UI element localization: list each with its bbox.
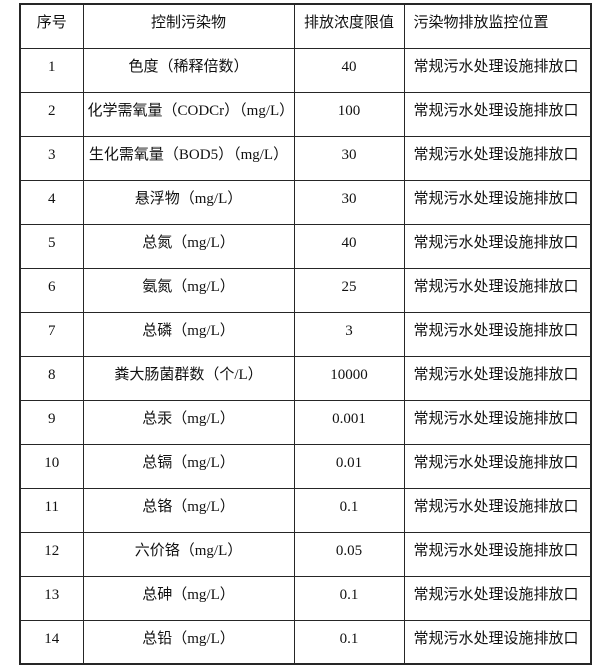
pollutant-limits-table: 序号 控制污染物 排放浓度限值 污染物排放监控位置 1 色度（稀释倍数） 40 … bbox=[19, 3, 592, 665]
cell-limit-value: 0.1 bbox=[293, 575, 405, 621]
table-row: 8 粪大肠菌群数（个/L） 10000 常规污水处理设施排放口 bbox=[19, 355, 592, 401]
cell-pollutant-name: 色度（稀释倍数） bbox=[82, 47, 295, 93]
cell-limit-value: 40 bbox=[293, 223, 405, 269]
header-discharge-limit: 排放浓度限值 bbox=[293, 3, 405, 49]
cell-pollutant-name: 总磷（mg/L） bbox=[82, 311, 295, 357]
table-row: 1 色度（稀释倍数） 40 常规污水处理设施排放口 bbox=[19, 47, 592, 93]
cell-serial-number: 5 bbox=[19, 223, 84, 269]
header-controlled-pollutant: 控制污染物 bbox=[82, 3, 295, 49]
cell-serial-number: 12 bbox=[19, 531, 84, 577]
table-row: 5 总氮（mg/L） 40 常规污水处理设施排放口 bbox=[19, 223, 592, 269]
cell-monitoring-location: 常规污水处理设施排放口 bbox=[403, 91, 592, 137]
cell-pollutant-name: 总汞（mg/L） bbox=[82, 399, 295, 445]
cell-limit-value: 100 bbox=[293, 91, 405, 137]
cell-limit-value: 25 bbox=[293, 267, 405, 313]
cell-limit-value: 0.1 bbox=[293, 619, 405, 665]
cell-pollutant-name: 总镉（mg/L） bbox=[82, 443, 295, 489]
cell-pollutant-name: 化学需氧量（CODCr）（mg/L） bbox=[82, 91, 295, 137]
cell-limit-value: 0.05 bbox=[293, 531, 405, 577]
cell-serial-number: 3 bbox=[19, 135, 84, 181]
header-row: 序号 控制污染物 排放浓度限值 污染物排放监控位置 bbox=[19, 3, 592, 49]
cell-pollutant-name: 氨氮（mg/L） bbox=[82, 267, 295, 313]
cell-monitoring-location: 常规污水处理设施排放口 bbox=[403, 399, 592, 445]
table-row: 3 生化需氧量（BOD5）（mg/L） 30 常规污水处理设施排放口 bbox=[19, 135, 592, 181]
cell-limit-value: 0.001 bbox=[293, 399, 405, 445]
table-row: 7 总磷（mg/L） 3 常规污水处理设施排放口 bbox=[19, 311, 592, 357]
table-row: 11 总铬（mg/L） 0.1 常规污水处理设施排放口 bbox=[19, 487, 592, 533]
cell-serial-number: 11 bbox=[19, 487, 84, 533]
table-row: 6 氨氮（mg/L） 25 常规污水处理设施排放口 bbox=[19, 267, 592, 313]
cell-monitoring-location: 常规污水处理设施排放口 bbox=[403, 575, 592, 621]
cell-pollutant-name: 总铬（mg/L） bbox=[82, 487, 295, 533]
cell-limit-value: 0.1 bbox=[293, 487, 405, 533]
cell-limit-value: 3 bbox=[293, 311, 405, 357]
cell-monitoring-location: 常规污水处理设施排放口 bbox=[403, 179, 592, 225]
cell-pollutant-name: 生化需氧量（BOD5）（mg/L） bbox=[82, 135, 295, 181]
cell-serial-number: 2 bbox=[19, 91, 84, 137]
table-row: 2 化学需氧量（CODCr）（mg/L） 100 常规污水处理设施排放口 bbox=[19, 91, 592, 137]
cell-monitoring-location: 常规污水处理设施排放口 bbox=[403, 223, 592, 269]
table-row: 10 总镉（mg/L） 0.01 常规污水处理设施排放口 bbox=[19, 443, 592, 489]
cell-serial-number: 14 bbox=[19, 619, 84, 665]
cell-pollutant-name: 总砷（mg/L） bbox=[82, 575, 295, 621]
cell-monitoring-location: 常规污水处理设施排放口 bbox=[403, 267, 592, 313]
cell-monitoring-location: 常规污水处理设施排放口 bbox=[403, 487, 592, 533]
table-row: 9 总汞（mg/L） 0.001 常规污水处理设施排放口 bbox=[19, 399, 592, 445]
cell-pollutant-name: 总铅（mg/L） bbox=[82, 619, 295, 665]
cell-serial-number: 4 bbox=[19, 179, 84, 225]
cell-serial-number: 13 bbox=[19, 575, 84, 621]
cell-serial-number: 10 bbox=[19, 443, 84, 489]
cell-limit-value: 10000 bbox=[293, 355, 405, 401]
header-serial-number: 序号 bbox=[19, 3, 84, 49]
cell-limit-value: 40 bbox=[293, 47, 405, 93]
cell-serial-number: 9 bbox=[19, 399, 84, 445]
cell-pollutant-name: 总氮（mg/L） bbox=[82, 223, 295, 269]
cell-monitoring-location: 常规污水处理设施排放口 bbox=[403, 311, 592, 357]
cell-serial-number: 8 bbox=[19, 355, 84, 401]
cell-pollutant-name: 粪大肠菌群数（个/L） bbox=[82, 355, 295, 401]
table-row: 12 六价铬（mg/L） 0.05 常规污水处理设施排放口 bbox=[19, 531, 592, 577]
cell-monitoring-location: 常规污水处理设施排放口 bbox=[403, 135, 592, 181]
cell-limit-value: 30 bbox=[293, 135, 405, 181]
cell-monitoring-location: 常规污水处理设施排放口 bbox=[403, 619, 592, 665]
cell-limit-value: 30 bbox=[293, 179, 405, 225]
cell-monitoring-location: 常规污水处理设施排放口 bbox=[403, 47, 592, 93]
cell-pollutant-name: 悬浮物（mg/L） bbox=[82, 179, 295, 225]
cell-monitoring-location: 常规污水处理设施排放口 bbox=[403, 531, 592, 577]
table-row: 4 悬浮物（mg/L） 30 常规污水处理设施排放口 bbox=[19, 179, 592, 225]
table-row: 14 总铅（mg/L） 0.1 常规污水处理设施排放口 bbox=[19, 619, 592, 665]
cell-limit-value: 0.01 bbox=[293, 443, 405, 489]
cell-monitoring-location: 常规污水处理设施排放口 bbox=[403, 355, 592, 401]
table-row: 13 总砷（mg/L） 0.1 常规污水处理设施排放口 bbox=[19, 575, 592, 621]
cell-serial-number: 7 bbox=[19, 311, 84, 357]
header-monitoring-location: 污染物排放监控位置 bbox=[403, 3, 592, 49]
cell-monitoring-location: 常规污水处理设施排放口 bbox=[403, 443, 592, 489]
table-header: 序号 控制污染物 排放浓度限值 污染物排放监控位置 bbox=[19, 3, 592, 49]
table-body: 1 色度（稀释倍数） 40 常规污水处理设施排放口 2 化学需氧量（CODCr）… bbox=[19, 47, 592, 665]
cell-serial-number: 1 bbox=[19, 47, 84, 93]
cell-pollutant-name: 六价铬（mg/L） bbox=[82, 531, 295, 577]
cell-serial-number: 6 bbox=[19, 267, 84, 313]
